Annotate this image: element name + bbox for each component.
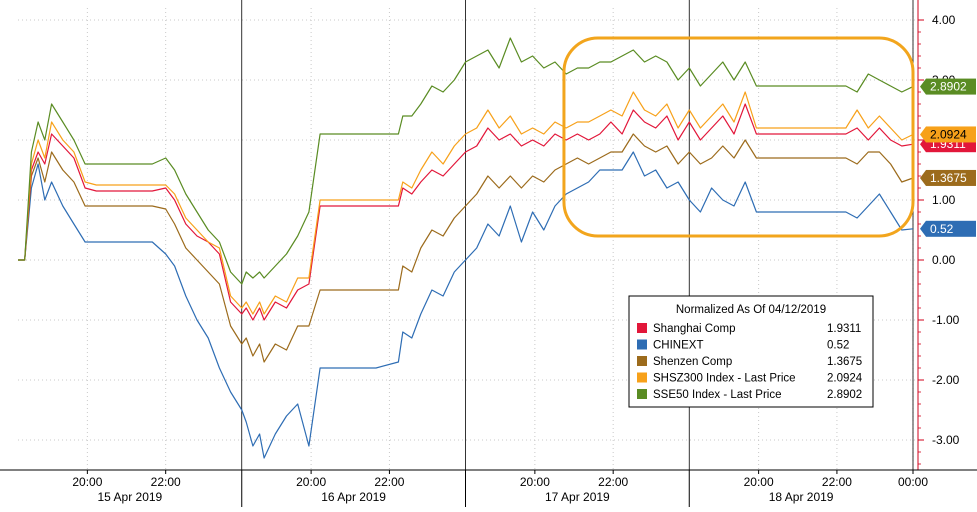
x-tick-label: 20:00	[744, 475, 774, 489]
end-label-shsz300: 2.0924	[920, 126, 976, 143]
end-label-chinext: 0.52	[920, 220, 976, 237]
x-tick-label: 20:00	[72, 475, 102, 489]
date-label: 16 Apr 2019	[321, 490, 386, 504]
y-tick-label: 1.00	[932, 193, 956, 207]
series-lines	[18, 37, 914, 459]
legend-series-name: Shanghai Comp	[653, 323, 735, 335]
series-line-shsz300	[18, 91, 914, 315]
end-label-text: 1.3675	[930, 171, 967, 185]
legend-box	[628, 295, 874, 408]
legend-series-value: 2.8902	[827, 389, 862, 401]
legend-series-name: Shenzen Comp	[653, 356, 732, 368]
end-label-box	[926, 126, 976, 143]
x-tick-label: 20:00	[520, 475, 550, 489]
legend-swatch	[637, 323, 647, 333]
end-label-shenzen: 1.3675	[920, 169, 976, 186]
legend-series-name: SSE50 Index - Last Price	[653, 389, 781, 401]
legend-swatch	[637, 339, 647, 350]
y-tick-label: -3.00	[932, 433, 960, 447]
date-label: 15 Apr 2019	[98, 490, 163, 504]
series-line-shenzen	[18, 133, 914, 363]
legend-swatch	[637, 372, 647, 383]
x-tick-label: 22:00	[151, 475, 181, 489]
end-label-text: 2.8902	[930, 80, 967, 94]
end-label-pointer	[920, 220, 926, 237]
legend-series-name: CHINEXT	[653, 340, 703, 352]
y-tick-label: 0.00	[932, 253, 956, 267]
legend-series-name: SHSZ300 Index - Last Price	[653, 373, 796, 385]
end-label-pointer	[920, 78, 926, 95]
y-tick-label: -1.00	[932, 313, 960, 327]
x-tick-label: 00:00	[898, 475, 928, 489]
legend-series-value: 2.0924	[827, 373, 863, 385]
x-tick-label: 22:00	[374, 475, 404, 489]
series-line-shanghai	[18, 103, 914, 321]
end-label-box	[926, 169, 976, 186]
date-label: 17 Apr 2019	[545, 490, 610, 504]
end-label-pointer	[920, 126, 926, 143]
end-label-text: 2.0924	[930, 127, 967, 141]
legend: Normalized As Of 04/12/2019 Shanghai Comp…	[628, 295, 874, 408]
end-label-box	[926, 220, 976, 237]
legend-series-value: 0.52	[827, 340, 849, 352]
legend-swatch	[637, 356, 647, 366]
x-tick-label: 22:00	[598, 475, 628, 489]
end-label-sse50: 2.8902	[920, 78, 976, 95]
end-label-box	[926, 78, 976, 95]
legend-series-value: 1.3675	[827, 356, 862, 368]
series-line-chinext	[18, 151, 914, 459]
x-tick-label: 22:00	[822, 475, 852, 489]
legend-swatch	[637, 389, 647, 399]
date-label: 18 Apr 2019	[769, 490, 834, 504]
highlight-rect	[562, 36, 915, 238]
legend-series-value: 1.9311	[827, 323, 861, 335]
x-tick-label: 20:00	[296, 475, 326, 489]
end-label-text: 0.52	[930, 222, 954, 236]
y-tick-label: 4.00	[932, 13, 956, 27]
highlight-box	[562, 36, 915, 238]
legend-title: Normalized As Of 04/12/2019	[676, 304, 826, 316]
y-tick-label: -2.00	[932, 373, 960, 387]
series-line-sse50	[18, 37, 914, 285]
end-label-pointer	[920, 169, 926, 186]
